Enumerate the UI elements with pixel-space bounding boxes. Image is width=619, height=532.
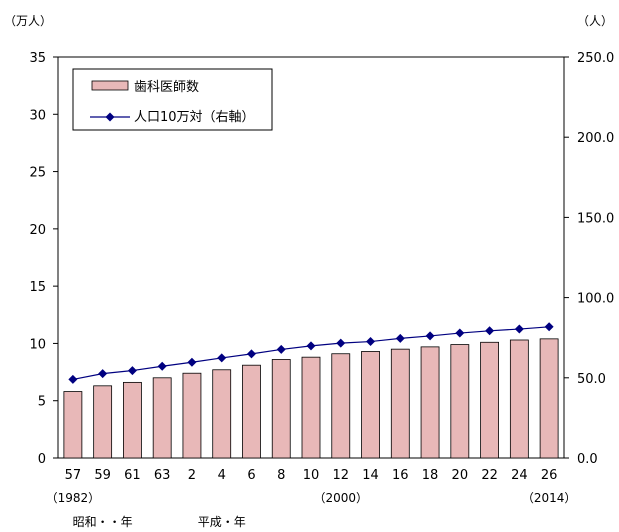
bar-series [63, 338, 559, 459]
bar [63, 391, 83, 459]
bar [123, 381, 142, 459]
bar [509, 339, 529, 459]
bar [450, 344, 470, 459]
x-axis: 57 59 61 63 2 4 6 8 10 12 14 16 18 20 22 24 26 [65, 468, 558, 483]
line-point [544, 322, 554, 332]
line-point [485, 326, 495, 336]
bar [93, 385, 113, 459]
x-tick-label: 8 [277, 468, 285, 483]
year-note: （2000） [313, 491, 368, 505]
x-tick-label: 16 [392, 468, 409, 483]
bar [361, 351, 380, 459]
bar [480, 341, 499, 459]
bar [271, 359, 291, 459]
left-tick-label: 0 [38, 452, 46, 467]
bar [420, 346, 440, 459]
x-tick-label: 63 [154, 468, 171, 483]
x-axis-notes: （1982） （2000） （2014） 昭和・・年 平成・年 [46, 491, 577, 529]
legend-bar-swatch [91, 80, 129, 91]
bar [212, 369, 232, 459]
line-series [68, 322, 554, 384]
x-tick-label: 22 [481, 468, 498, 483]
x-tick-label: 14 [362, 468, 379, 483]
x-tick-label: 20 [452, 468, 469, 483]
x-tick-label: 2 [188, 468, 196, 483]
legend-line-label: 人口10万対（右軸） [134, 110, 255, 125]
right-y-axis: 0.0 50.0 100.0 150.0 200.0 250.0 [564, 51, 614, 467]
line-point [157, 361, 167, 371]
left-tick-label: 15 [29, 280, 46, 295]
x-tick-label: 26 [541, 468, 558, 483]
year-note: （2014） [522, 491, 577, 505]
x-tick-label: 57 [65, 468, 82, 483]
bar [152, 377, 172, 459]
x-tick-label: 59 [94, 468, 111, 483]
line-point [425, 331, 435, 341]
x-tick-label: 61 [124, 468, 141, 483]
line-point [395, 333, 405, 343]
line-point [276, 344, 286, 354]
left-axis-unit: （万人） [4, 14, 52, 28]
line-point [246, 349, 256, 359]
line-point [98, 369, 108, 379]
line-point [514, 324, 524, 334]
line-point [187, 357, 197, 367]
bar [182, 372, 202, 459]
x-tick-label: 4 [218, 468, 226, 483]
right-tick-label: 50.0 [577, 372, 606, 387]
line-point [68, 374, 78, 384]
x-tick-label: 6 [247, 468, 255, 483]
left-tick-label: 30 [29, 108, 46, 123]
bar [301, 356, 321, 459]
bar [331, 353, 351, 459]
bar [390, 348, 410, 459]
legend-bar-label: 歯科医師数 [134, 80, 199, 95]
right-tick-label: 250.0 [577, 51, 614, 66]
line-point [217, 353, 227, 363]
x-tick-label: 10 [303, 468, 320, 483]
x-tick-label: 12 [332, 468, 349, 483]
legend-box [72, 68, 273, 131]
line-point [336, 338, 346, 348]
bar [539, 338, 559, 459]
legend-line-marker [105, 112, 115, 122]
left-tick-label: 20 [29, 223, 46, 238]
right-tick-label: 0.0 [577, 452, 598, 467]
x-tick-label: 18 [422, 468, 439, 483]
left-tick-label: 10 [29, 337, 46, 352]
line-point [306, 341, 316, 351]
left-tick-label: 25 [29, 166, 46, 181]
x-tick-label: 24 [511, 468, 528, 483]
line-point [366, 337, 376, 347]
year-note: （1982） [46, 491, 101, 505]
right-axis-unit: （人） [577, 14, 613, 28]
era-label: 平成・年 [198, 515, 246, 529]
line-point [127, 366, 137, 376]
bar [242, 364, 261, 459]
legend: 歯科医師数 人口10万対（右軸） [72, 68, 273, 131]
left-tick-label: 35 [29, 51, 46, 66]
right-tick-label: 150.0 [577, 211, 614, 226]
right-tick-label: 200.0 [577, 131, 614, 146]
left-y-axis: 0 5 10 15 20 25 30 35 [29, 51, 58, 467]
line-point [455, 328, 465, 338]
left-tick-label: 5 [38, 395, 46, 410]
era-label: 昭和・・年 [73, 515, 133, 529]
right-tick-label: 100.0 [577, 292, 614, 307]
